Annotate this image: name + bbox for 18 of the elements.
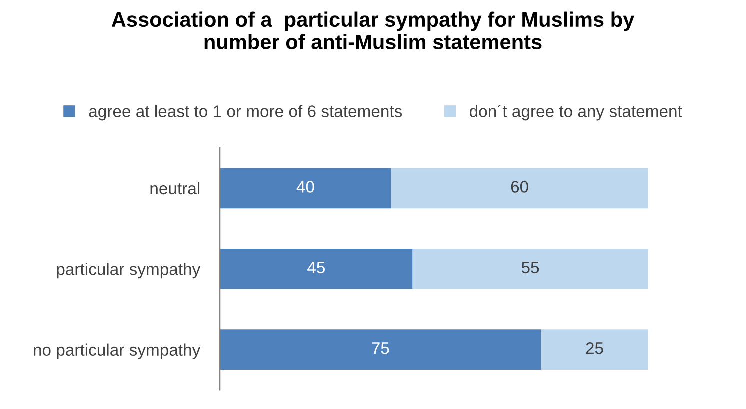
legend-label: agree at least to 1 or more of 6 statements [89,105,402,121]
bar [220,168,392,209]
bar [220,248,413,290]
bar [220,330,542,370]
data-label: 55 [522,262,540,274]
y-tick-label: neutral [150,182,200,195]
data-label: 45 [308,262,325,274]
y-tick-label: no particular sympathy [34,344,201,360]
bar [391,168,648,209]
data-label: 40 [296,181,314,193]
bar [541,330,648,370]
data-label: 75 [372,342,390,354]
data-label: 25 [586,342,604,354]
data-label: 60 [511,181,528,193]
y-tick-label: particular sympathy [57,263,201,279]
legend-label: don´t agree to any statement [470,104,682,121]
bar [412,248,648,290]
chart-title: Association of a particular sympathy for Muslims by number of anti-Muslim statements [112,12,635,50]
